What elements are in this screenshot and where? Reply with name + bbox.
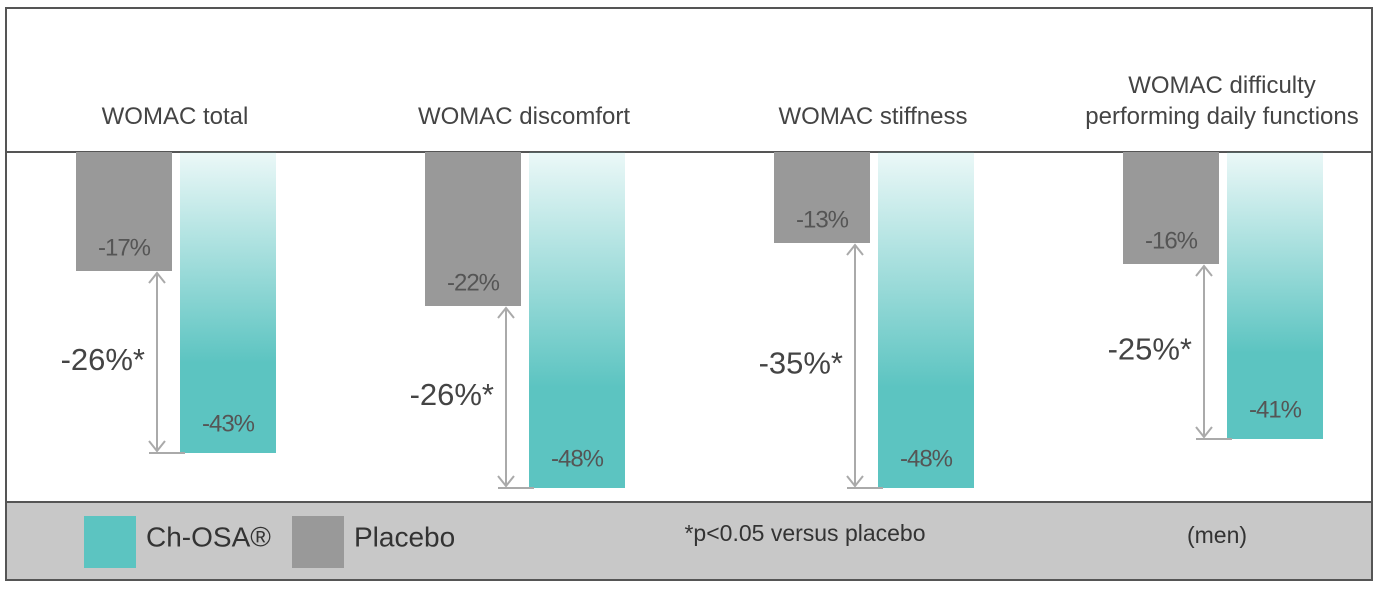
bar: [1123, 152, 1219, 264]
difference-label: -35%*: [759, 346, 843, 381]
value-label: -22%: [447, 269, 500, 296]
legend-label: Placebo: [354, 521, 455, 552]
bar: [878, 152, 974, 488]
difference-label: -26%*: [410, 377, 494, 412]
category-label: WOMAC discomfort: [417, 103, 630, 130]
arrow-head: [846, 475, 864, 488]
category-label: WOMAC total: [101, 103, 249, 130]
frame: [5, 7, 1373, 581]
value-label: -43%: [202, 410, 255, 437]
bar: [76, 152, 172, 271]
arrow-head: [1195, 264, 1213, 277]
arrow-head: [846, 243, 864, 256]
bar: [774, 152, 870, 243]
footnote: *p<0.05 versus placebo: [684, 520, 925, 546]
note: (men): [1187, 522, 1247, 548]
arrow-head: [148, 440, 166, 453]
arrow-head: [1195, 426, 1213, 439]
value-label: -16%: [1145, 227, 1198, 254]
category-label: WOMAC stiffness: [778, 103, 968, 130]
value-label: -41%: [1249, 396, 1302, 423]
arrow-head: [497, 475, 515, 488]
arrow-head: [148, 271, 166, 284]
arrow-head: [497, 306, 515, 319]
value-label: -13%: [796, 206, 849, 233]
value-label: -17%: [98, 234, 151, 261]
legend-label: Ch-OSA®: [146, 521, 271, 552]
difference-label: -26%*: [61, 342, 145, 377]
legend-swatch: [84, 516, 136, 568]
bar: [180, 152, 276, 453]
bar: [529, 152, 625, 488]
bar: [1227, 152, 1323, 439]
bar: [425, 152, 521, 306]
legend-band: [6, 502, 1372, 580]
value-label: -48%: [900, 445, 953, 472]
difference-label: -25%*: [1108, 332, 1192, 367]
category-label: WOMAC difficulty performing daily functi…: [1085, 72, 1359, 130]
value-label: -48%: [551, 445, 604, 472]
legend-swatch: [292, 516, 344, 568]
